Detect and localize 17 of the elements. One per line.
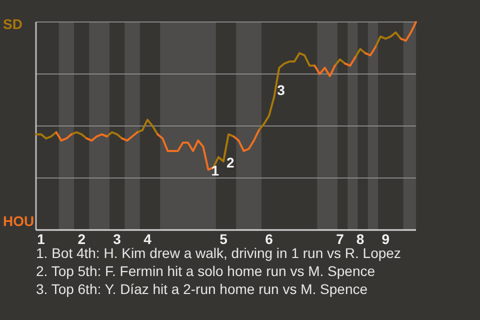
x-tick-label: 1 (37, 231, 46, 247)
text: 2. Top 5th: F. Fermin hit a solo home run vs M. Spence (36, 263, 376, 279)
text: 1. Bot 4th: H. Kim drew a walk, driving in 1 run vs R. Lopez (36, 245, 401, 261)
text: 3. Top 6th: Y. Díaz hit a 2-run home run vs M. Spence (36, 281, 368, 297)
text: HOU (3, 213, 34, 229)
annotation: 1 (211, 162, 220, 179)
x-tick-label: 4 (144, 231, 152, 247)
x-tick-label: 8 (356, 231, 364, 247)
text: SD (3, 16, 22, 32)
annotation: 3 (277, 82, 286, 98)
x-tick-label: 9 (382, 231, 390, 247)
x-tick-label: 2 (78, 231, 86, 247)
x-tick-label: 5 (220, 231, 228, 247)
x-tick-label: 6 (265, 231, 274, 247)
annotation: 2 (226, 154, 234, 170)
x-tick-label: 7 (336, 231, 344, 247)
x-tick-label: 3 (113, 231, 122, 247)
